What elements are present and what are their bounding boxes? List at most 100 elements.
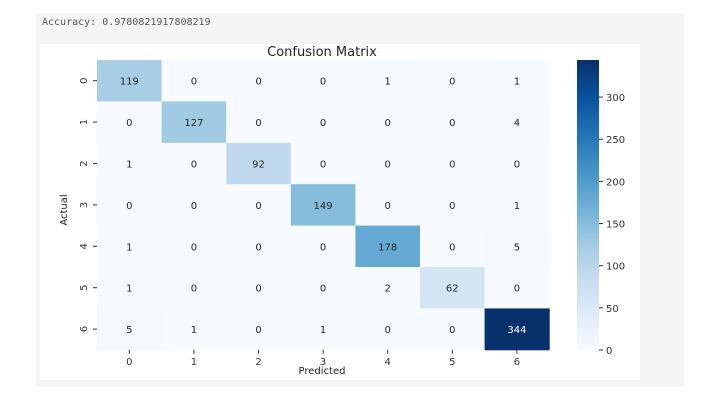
cell-value-label: 149 [314,201,333,212]
heatmap-cell [161,184,227,227]
cell-value-label: 5 [126,325,132,336]
heatmap-cell [97,60,163,102]
cell-value-label: 1 [126,284,132,295]
cell-value-label: 0 [255,325,261,336]
heatmap-cell [484,142,550,185]
x-tick-label: 5 [449,357,455,368]
cell-value-label: 0 [191,242,197,253]
heatmap-cell [420,308,486,351]
heatmap-cell [420,225,486,268]
heatmap-cell [420,184,486,227]
heatmap-cell [484,60,550,102]
cell-value-label: 0 [255,284,261,295]
heatmap-cell [97,225,163,268]
colorbar-tick-label: 150 [606,220,625,231]
heatmap-cell [226,101,292,144]
heatmap-cell [226,308,292,351]
heatmap-cell [355,142,421,185]
cell-value-label: 0 [255,242,261,253]
cell-value-label: 0 [191,284,197,295]
heatmap-cell [355,101,421,144]
chart-title: Confusion Matrix [267,45,377,60]
x-tick-label: 2 [255,357,261,368]
heatmap-cell [290,60,356,102]
heatmap-cell [161,60,227,102]
cell-value-label: 62 [446,284,459,295]
cell-value-label: 0 [385,325,391,336]
colorbar-tick-label: 100 [606,262,625,273]
cell-value-label: 127 [184,118,203,129]
heatmap-cell [226,225,292,268]
cell-value-labels: 119 0 0 0 1 0 1 0 127 0 0 0 0 4 1 0 92 0 0 0 0 0 0 0 149 0 0 1 1 0 0 0 1… [120,77,527,336]
heatmap-cell [97,184,163,227]
cell-value-label: 1 [320,325,326,336]
cell-value-label: 1 [385,77,391,88]
heatmap-cell [484,225,550,268]
cell-value-label: 0 [320,242,326,253]
cell-value-label: 1 [514,77,520,88]
cell-value-label: 0 [320,118,326,129]
cell-value-label: 1 [514,201,520,212]
confusion-matrix-chart: Confusion Matrix 119 0 0 0 1 0 10 127 0 0 0 0 41 0 92 0… [59,45,625,377]
heatmap-cell [161,267,227,309]
cell-value-label: 0 [255,201,261,212]
heatmap-cell [290,225,356,268]
heatmap-cell [420,142,486,185]
cell-value-label: 4 [514,118,520,129]
cell-value-label: 0 [385,118,391,129]
cell-value-label: 178 [378,242,397,253]
heatmap-cell [355,184,421,227]
confusion-matrix-figure: Confusion Matrix 119 0 0 0 1 0 1 0 127 0 0 0 0 4 1 0 92 0… [40,44,640,380]
cell-value-label: 92 [252,160,265,171]
heatmap-cell [290,142,356,185]
cell-value-label: 1 [126,160,132,171]
cell-value-label: 0 [449,242,455,253]
cell-value-label: 0 [449,325,455,336]
cell-value-label: 344 [507,325,526,336]
cell-value-label: 2 [385,284,391,295]
heatmap-cell [226,142,292,185]
y-tick-label: 4 [79,243,90,249]
colorbar-tick-label: 0 [606,346,612,357]
cell-value-label: 0 [191,201,197,212]
cell-value-label: 0 [514,160,520,171]
cell-value-label: 0 [255,118,261,129]
cell-value-label: 0 [320,160,326,171]
x-tick-label: 3 [320,357,326,368]
cell-value-label: 0 [126,201,132,212]
cell-value-label: 0 [514,284,520,295]
cell-value-label: 5 [514,242,520,253]
heatmap-cell [97,142,163,185]
cell-value-label: 1 [126,242,132,253]
heatmap-cell [420,101,486,144]
y-tick-label: 0 [79,78,90,84]
heatmap-cell [355,225,421,268]
cell-value-label: 0 [449,160,455,171]
heatmap-cell [484,101,550,144]
x-tick-label: 4 [385,357,391,368]
heatmap-cell [97,308,163,351]
cell-value-label: 1 [191,325,197,336]
heatmap-cell [420,60,486,102]
cell-value-label: 0 [449,77,455,88]
heatmap-cell [355,267,421,309]
cell-value-label: 0 [449,118,455,129]
heatmap-cell [355,60,421,102]
cell-value-label: 0 [191,77,197,88]
cell-value-label: 0 [385,160,391,171]
y-tick-label: 2 [79,160,90,166]
heatmap-cell [161,225,227,268]
colorbar [577,60,599,350]
colorbar-tick-label: 50 [606,304,619,315]
y-tick-label: 6 [79,326,90,332]
heatmap-cell [290,101,356,144]
x-tick-label: 0 [126,357,132,368]
heatmap-cell [484,184,550,227]
cell-value-label: 0 [255,77,261,88]
axis-ticks: 0 1 2 3 4 5 6 0 1 2 3 4 5 6 [79,78,520,368]
x-axis-label: Predicted [299,366,346,377]
x-tick-label: 6 [514,357,520,368]
colorbar-ticks: 0 50 100 150 200 250 300 [599,93,625,357]
heatmap-cell [484,267,550,309]
y-tick-label: 5 [79,285,90,291]
